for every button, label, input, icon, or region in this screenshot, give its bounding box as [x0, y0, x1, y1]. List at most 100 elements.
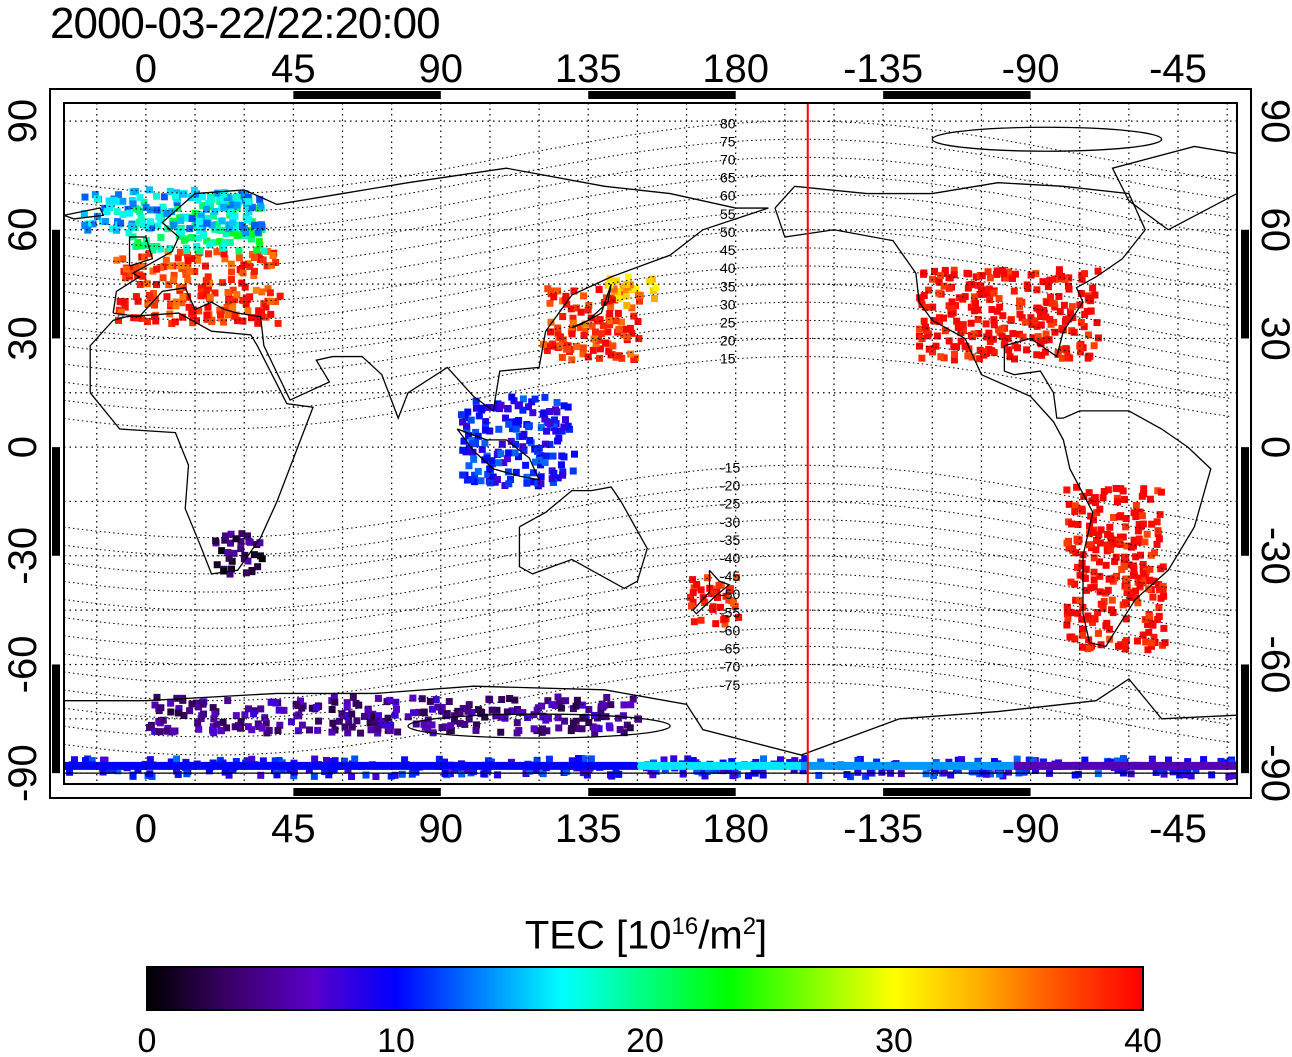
tec-cell	[1081, 756, 1089, 764]
magnetic-latitude-contour	[64, 663, 1231, 738]
tec-cell	[620, 701, 628, 709]
tec-cell	[224, 310, 232, 318]
tec-cell	[229, 202, 237, 210]
tec-cell	[255, 238, 263, 246]
colorbar	[146, 966, 1144, 1011]
tec-cell	[201, 262, 209, 270]
tec-cell	[323, 756, 331, 764]
tec-cell	[244, 198, 252, 206]
tec-cell	[612, 317, 620, 325]
tec-cell	[1091, 499, 1099, 507]
tec-cell	[543, 727, 551, 735]
tec-cell	[1123, 579, 1131, 587]
tec-cell	[1029, 334, 1037, 342]
tec-cell	[1112, 553, 1120, 561]
tec-cell	[937, 353, 945, 361]
tec-cell	[993, 307, 1001, 315]
tec-cell	[1096, 572, 1104, 580]
tec-cell	[554, 287, 562, 295]
tec-cell	[204, 250, 212, 258]
tec-cell	[502, 414, 510, 422]
frame-band-top	[883, 91, 1031, 99]
lat-tick-label: 30	[1253, 316, 1292, 361]
tec-cell	[1008, 274, 1016, 282]
tec-cell	[1038, 351, 1046, 359]
tec-cell	[506, 476, 514, 484]
tec-cell	[1094, 609, 1102, 617]
frame-band-top	[588, 91, 736, 99]
magnetic-latitude-label: 65	[720, 170, 736, 186]
tec-cell	[977, 282, 985, 290]
tec-cell	[1090, 342, 1098, 350]
tec-cell	[546, 408, 554, 416]
tec-cell	[227, 260, 235, 268]
tec-cell	[258, 288, 266, 296]
tec-cell	[995, 295, 1003, 303]
tec-cell	[1041, 348, 1049, 356]
tec-cell	[1153, 540, 1161, 548]
tec-cell	[1074, 520, 1082, 528]
tec-cell	[580, 756, 588, 764]
tec-cell	[1056, 308, 1064, 316]
tec-cell	[162, 256, 170, 264]
tec-cell	[137, 214, 145, 222]
tec-cell	[1066, 633, 1074, 641]
tec-cell	[186, 707, 194, 715]
lat-tick-label: 0	[1253, 436, 1292, 458]
tec-cell	[173, 755, 181, 763]
tec-cell	[469, 448, 477, 456]
tec-cell	[1153, 518, 1161, 526]
tec-cell	[572, 702, 580, 710]
tec-cell	[328, 728, 336, 736]
tec-cell	[572, 304, 580, 312]
tec-cell	[1031, 317, 1039, 325]
tec-cell	[343, 703, 351, 711]
lat-tick-label: -30	[1253, 527, 1292, 585]
tec-cell	[498, 696, 506, 704]
tec-cell	[1090, 583, 1098, 591]
tec-cell	[1079, 631, 1087, 639]
tec-cell	[148, 242, 156, 250]
tec-cell	[1076, 301, 1084, 309]
tec-cell	[204, 273, 212, 281]
tec-cell	[982, 770, 990, 778]
tec-cell	[916, 342, 924, 350]
tec-cell	[1176, 771, 1184, 779]
tec-cell	[1084, 354, 1092, 362]
tec-cell	[1121, 638, 1129, 646]
tec-cell	[159, 203, 167, 211]
tec-cell	[558, 353, 566, 361]
tec-cell	[248, 218, 256, 226]
tec-cell	[1150, 577, 1158, 585]
tec-cell	[119, 210, 127, 218]
tec-cell	[710, 590, 718, 598]
tec-cell	[561, 416, 569, 424]
tec-cell	[495, 459, 503, 467]
magnetic-latitude-contour	[64, 265, 1231, 339]
tec-cell	[1092, 546, 1100, 554]
tec-cell	[560, 423, 568, 431]
tec-cell	[1103, 619, 1111, 627]
tec-cell	[533, 706, 541, 714]
tec-cell	[330, 693, 338, 701]
tec-cell	[312, 704, 320, 712]
tec-cell	[915, 325, 923, 333]
tec-cell	[148, 224, 156, 232]
tec-cell	[559, 471, 567, 479]
tec-cell	[224, 549, 232, 557]
tec-cell	[1078, 505, 1086, 513]
tec-cell	[387, 722, 395, 730]
lat-tick-label: 90	[1, 99, 45, 143]
tec-cell	[524, 714, 532, 722]
tec-cell	[862, 772, 870, 780]
tec-cell	[469, 440, 477, 448]
tec-cell	[978, 272, 986, 280]
tec-cell	[1072, 502, 1080, 510]
tec-cell	[635, 335, 643, 343]
magnetic-latitude-label: -20	[720, 478, 740, 494]
tec-cell	[545, 755, 553, 763]
tec-cell	[225, 771, 233, 779]
tec-cell	[1058, 272, 1066, 280]
tec-cell	[557, 461, 565, 469]
tec-cell	[940, 282, 948, 290]
